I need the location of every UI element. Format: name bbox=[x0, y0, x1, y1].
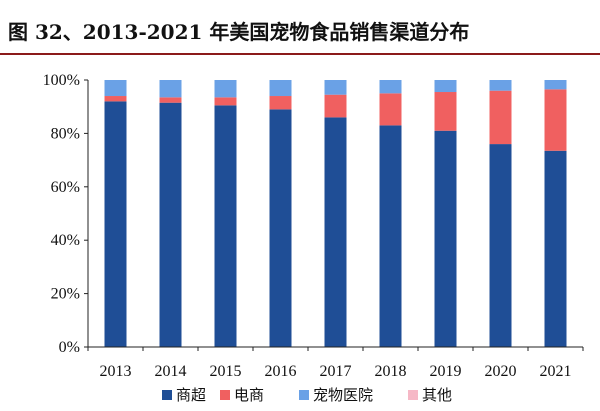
bar-segment bbox=[104, 80, 127, 97]
bar-segment bbox=[269, 80, 292, 97]
bar-segment bbox=[104, 96, 127, 102]
y-tick-label: 60% bbox=[51, 179, 80, 196]
y-tick-label: 80% bbox=[51, 125, 80, 142]
legend-swatch bbox=[220, 390, 230, 400]
chart-legend: 商超 电商 宠物医院 其他 bbox=[162, 386, 452, 404]
bar-segment bbox=[159, 80, 182, 98]
bar-segment bbox=[214, 80, 237, 98]
bar-segment bbox=[434, 130, 457, 347]
legend-swatch bbox=[299, 390, 309, 400]
legend-swatch bbox=[162, 390, 172, 400]
x-tick-label: 2013 bbox=[100, 363, 132, 380]
watermark-text: 雪球 @未来智库 bbox=[457, 383, 567, 401]
bar-segment bbox=[489, 144, 512, 347]
bar-segment bbox=[489, 80, 512, 91]
x-tick-label: 2017 bbox=[320, 363, 352, 380]
bar-segment bbox=[324, 80, 347, 95]
y-tick-label: 100% bbox=[43, 72, 80, 89]
bar-segment bbox=[434, 92, 457, 131]
bar-segment bbox=[214, 105, 237, 348]
plot-area: 0% 20% 40% 60% 80% 100% 2013 2014 2015 2016 2017 20… bbox=[43, 72, 584, 380]
bar-segment bbox=[544, 80, 567, 90]
bar-segment bbox=[269, 109, 292, 348]
bar-segment bbox=[159, 97, 182, 103]
legend-label: 宠物医院 bbox=[313, 386, 373, 404]
x-tick-label: 2014 bbox=[155, 363, 187, 380]
bar-segment bbox=[379, 80, 402, 94]
legend-label: 商超 bbox=[176, 386, 206, 404]
bar-segment bbox=[104, 101, 127, 347]
bar-segment bbox=[489, 90, 512, 145]
bar-segment bbox=[269, 96, 292, 110]
y-tick-label: 0% bbox=[59, 339, 80, 356]
chart-title: 图 32、2013-2021 年美国宠物食品销售渠道分布 bbox=[8, 20, 470, 44]
x-tick-label: 2021 bbox=[540, 363, 572, 380]
bar-segment bbox=[214, 97, 237, 106]
bar-segment bbox=[379, 125, 402, 347]
x-tick-label: 2015 bbox=[210, 363, 242, 380]
legend-swatch bbox=[408, 390, 418, 400]
bar-segment bbox=[324, 94, 347, 118]
x-tick-label: 2018 bbox=[375, 363, 407, 380]
x-tick-label: 2016 bbox=[265, 363, 297, 380]
y-tick-label: 40% bbox=[51, 232, 80, 249]
bar-segment bbox=[324, 117, 347, 347]
bar-segment bbox=[379, 93, 402, 126]
legend-label: 其他 bbox=[422, 386, 452, 404]
y-tick-label: 20% bbox=[51, 286, 80, 303]
x-tick-label: 2019 bbox=[430, 363, 462, 380]
bar-segment bbox=[159, 102, 182, 347]
bar-segment bbox=[434, 80, 457, 93]
x-tick-label: 2020 bbox=[485, 363, 517, 380]
legend-label: 电商 bbox=[234, 386, 264, 404]
bar-segment bbox=[544, 89, 567, 151]
bar-segment bbox=[544, 150, 567, 347]
title-underline bbox=[0, 53, 600, 55]
